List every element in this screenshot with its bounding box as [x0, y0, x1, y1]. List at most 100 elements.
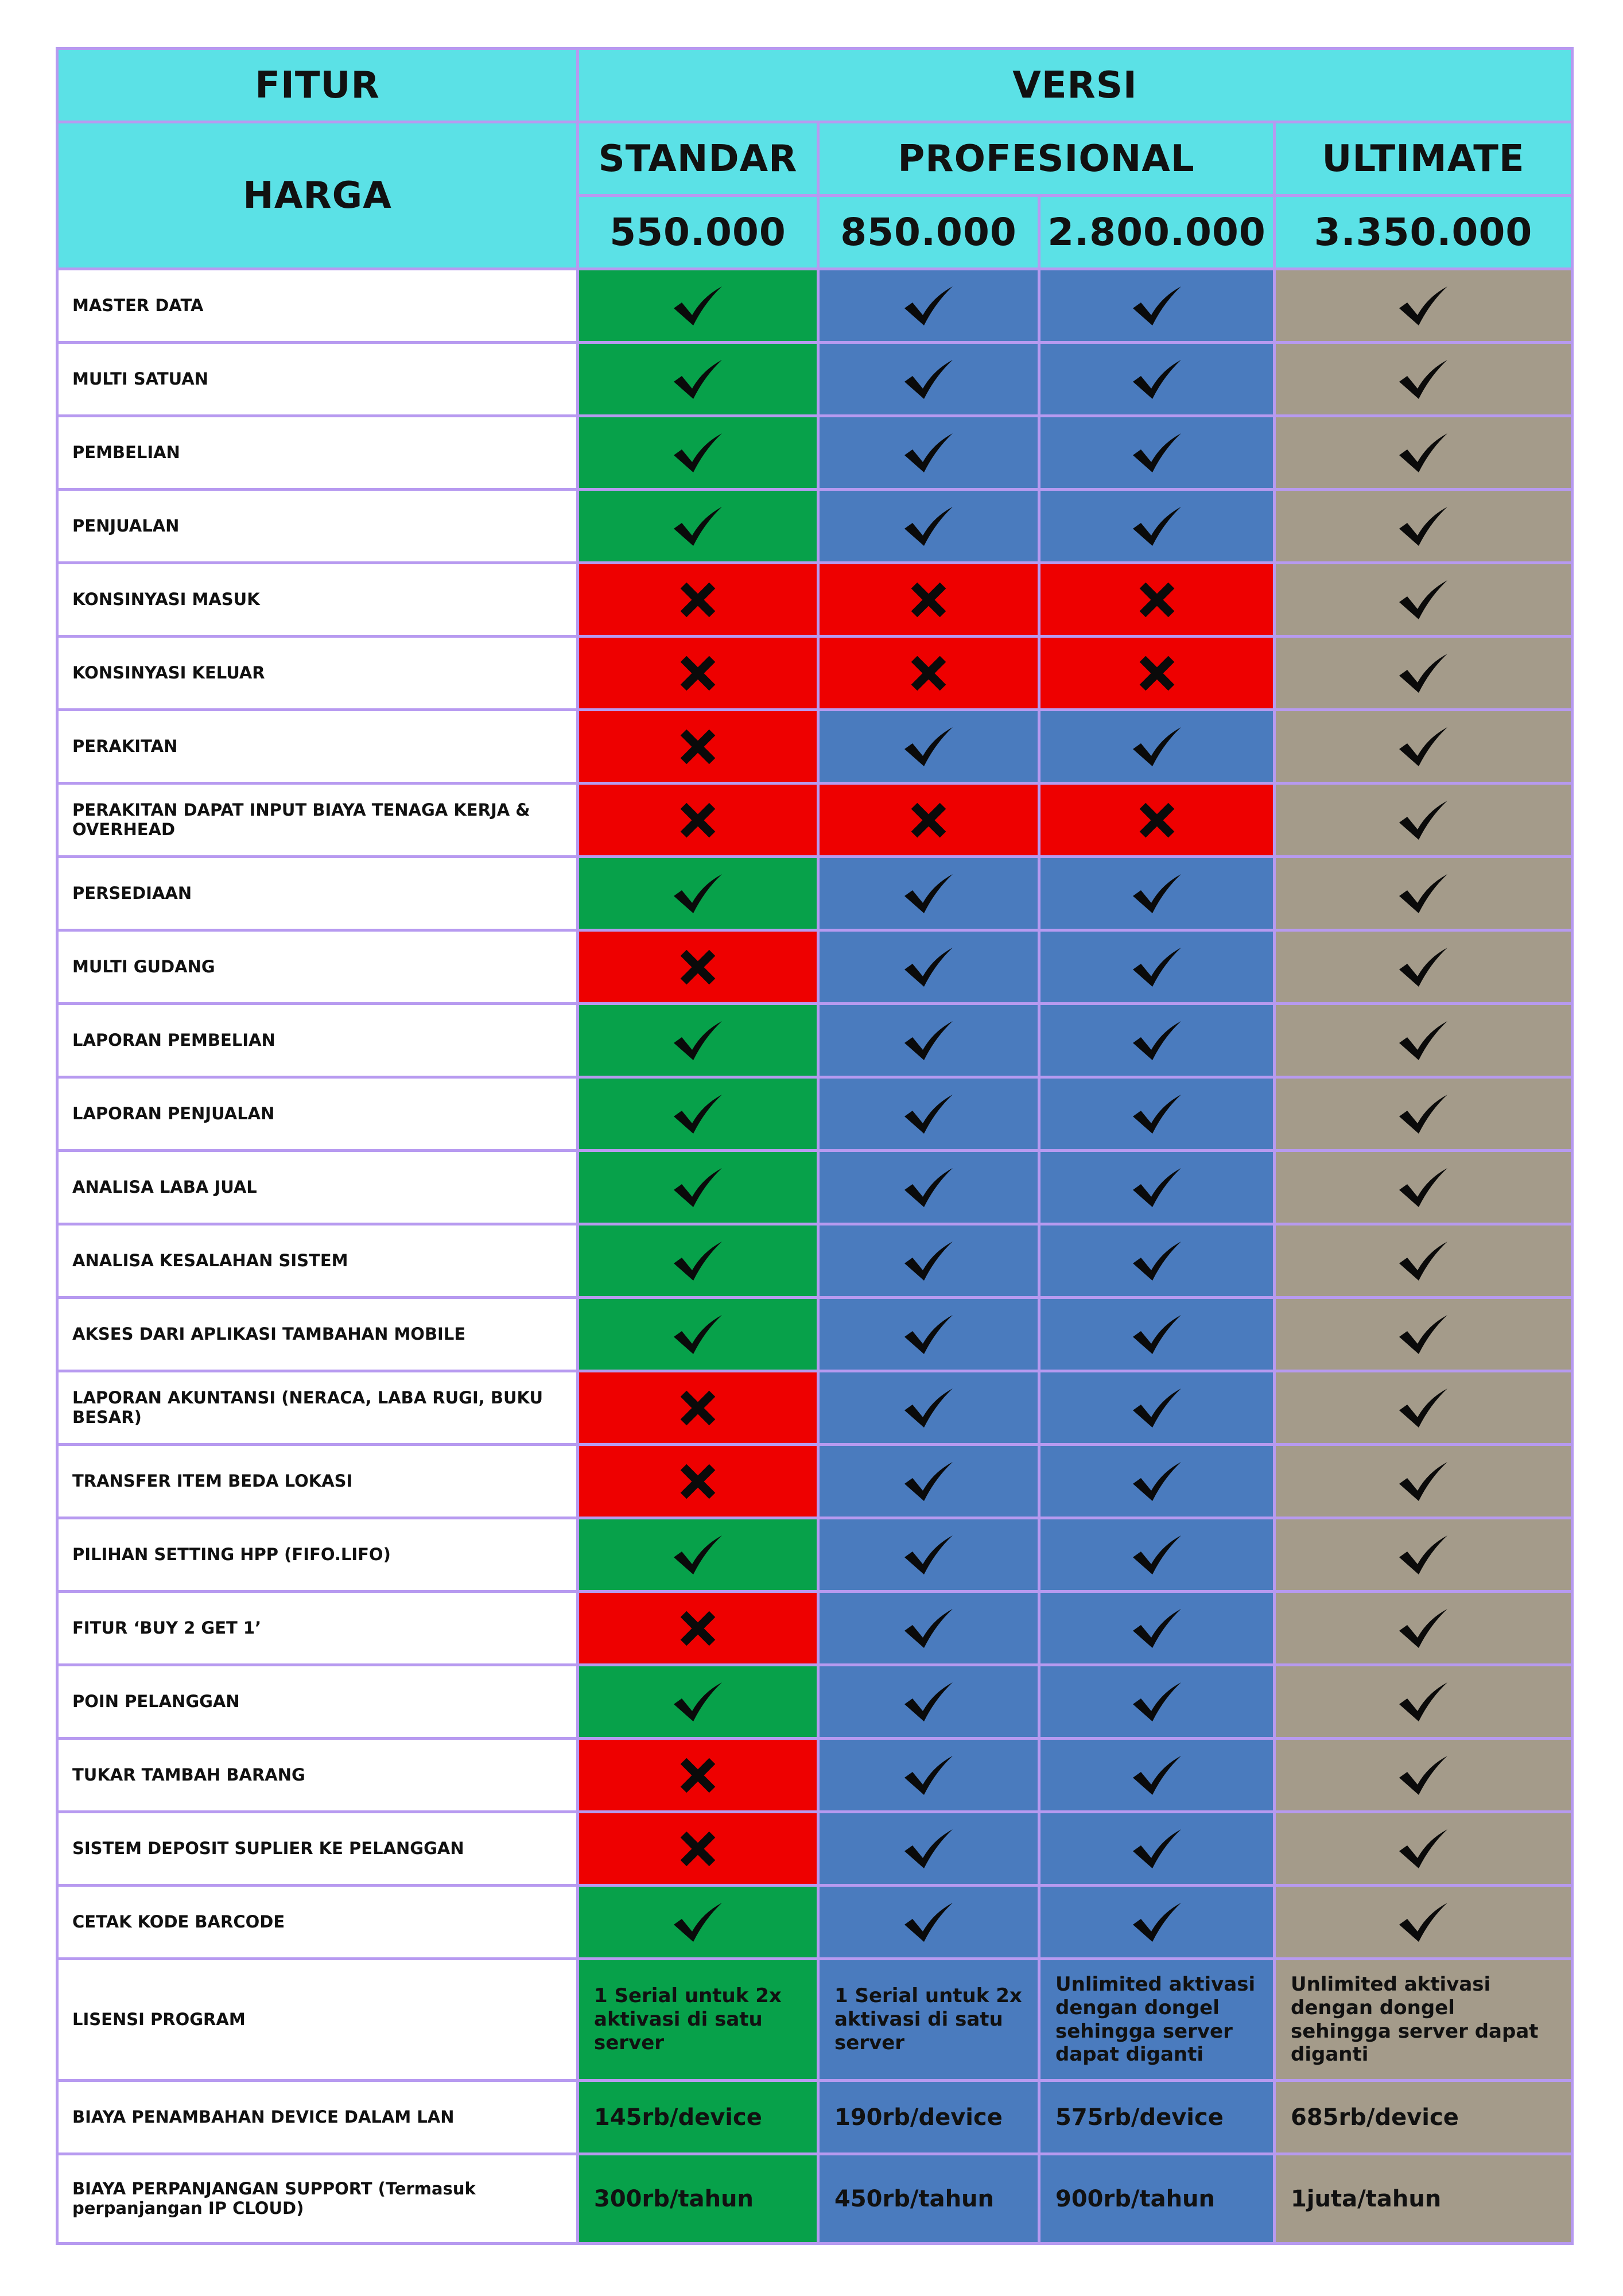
info-row: BIAYA PERPANJANGAN SUPPORT (Termasuk per… [56, 2152, 1574, 2245]
included-cell [817, 1810, 1040, 1887]
feature-name: PERAKITAN [56, 708, 579, 785]
feature-name: SISTEM DEPOSIT SUPLIER KE PELANGGAN [56, 1810, 579, 1887]
version-comparison-table: FITUR VERSI HARGA STANDAR PROFESIONAL UL… [56, 47, 1574, 2245]
included-cell [1273, 782, 1574, 858]
info-label: BIAYA PERPANJANGAN SUPPORT (Termasuk per… [56, 2152, 579, 2245]
comparison-sheet: FITUR VERSI HARGA STANDAR PROFESIONAL UL… [56, 47, 1574, 2245]
check-icon [820, 283, 1038, 329]
feature-row: PERSEDIAAN [56, 855, 1574, 932]
check-icon [1276, 797, 1571, 843]
check-icon [1276, 1018, 1571, 1064]
check-icon [1040, 871, 1273, 917]
cross-icon [579, 1388, 817, 1428]
included-cell [817, 488, 1040, 564]
cross-icon [579, 1755, 817, 1795]
included-cell [1273, 1884, 1574, 1960]
info-value: 450rb/tahun [817, 2152, 1040, 2245]
included-cell [1038, 414, 1276, 491]
check-icon [579, 356, 817, 402]
not-included-cell [576, 561, 820, 638]
info-row: BIAYA PENAMBAHAN DEVICE DALAM LAN 145rb/d… [56, 2079, 1574, 2155]
price-ultimate: 3.350.000 [1273, 194, 1574, 270]
feature-row: FITUR ‘BUY 2 GET 1’ [56, 1590, 1574, 1666]
included-cell [576, 1223, 820, 1299]
included-cell [817, 1737, 1040, 1813]
check-icon [579, 1899, 817, 1945]
feature-name: MASTER DATA [56, 267, 579, 344]
edition-ultimate: ULTIMATE [1273, 121, 1574, 197]
included-cell [1038, 1296, 1276, 1372]
feature-name: PERSEDIAAN [56, 855, 579, 932]
cross-icon [579, 580, 817, 620]
included-cell [1038, 1737, 1276, 1813]
feature-row: TUKAR TAMBAH BARANG [56, 1737, 1574, 1813]
included-cell [1273, 929, 1574, 1005]
included-cell [576, 1149, 820, 1225]
check-icon [1040, 944, 1273, 990]
cross-icon [820, 800, 1038, 840]
edition-standar: STANDAR [576, 121, 820, 197]
included-cell [1038, 1810, 1276, 1887]
check-icon [820, 1532, 1038, 1578]
not-included-cell [576, 635, 820, 711]
cross-icon [579, 800, 817, 840]
not-included-cell [817, 782, 1040, 858]
included-cell [1273, 414, 1574, 491]
feature-name: CETAK KODE BARCODE [56, 1884, 579, 1960]
check-icon [820, 1752, 1038, 1798]
feature-row: PILIHAN SETTING HPP (FIFO.LIFO) [56, 1517, 1574, 1593]
info-value: 300rb/tahun [576, 2152, 820, 2245]
feature-name: AKSES DARI APLIKASI TAMBAHAN MOBILE [56, 1296, 579, 1372]
check-icon [1276, 1459, 1571, 1504]
check-icon [1040, 283, 1273, 329]
included-cell [1038, 855, 1276, 932]
included-cell [817, 1223, 1040, 1299]
cross-icon [1040, 800, 1273, 840]
included-cell [1038, 1370, 1276, 1446]
check-icon [1040, 1752, 1273, 1798]
not-included-cell [817, 635, 1040, 711]
cross-icon [579, 1608, 817, 1649]
feature-row: POIN PELANGGAN [56, 1663, 1574, 1740]
check-icon [1276, 724, 1571, 770]
price-profesional-2: 2.800.000 [1038, 194, 1276, 270]
check-icon [1040, 1165, 1273, 1211]
check-icon [1040, 1899, 1273, 1945]
included-cell [1273, 267, 1574, 344]
included-cell [576, 267, 820, 344]
header-row-1: FITUR VERSI [56, 47, 1574, 123]
included-cell [1038, 1443, 1276, 1519]
check-icon [1276, 1679, 1571, 1725]
included-cell [1273, 1149, 1574, 1225]
included-cell [576, 1002, 820, 1079]
check-icon [579, 1165, 817, 1211]
included-cell [817, 1443, 1040, 1519]
included-cell [817, 1002, 1040, 1079]
included-cell [576, 1884, 820, 1960]
included-cell [1273, 1737, 1574, 1813]
included-cell [1038, 1663, 1276, 1740]
check-icon [820, 1091, 1038, 1137]
check-icon [1276, 1091, 1571, 1137]
included-cell [817, 414, 1040, 491]
header-versi: VERSI [576, 47, 1574, 123]
info-row: LISENSI PROGRAM 1 Serial untuk 2x aktivas… [56, 1957, 1574, 2082]
feature-row: ANALISA KESALAHAN SISTEM [56, 1223, 1574, 1299]
info-value: 575rb/device [1038, 2079, 1276, 2155]
price-row: 550.000 850.000 2.800.000 3.350.000 [57, 194, 1574, 270]
feature-row: AKSES DARI APLIKASI TAMBAHAN MOBILE [56, 1296, 1574, 1372]
included-cell [1038, 488, 1276, 564]
included-cell [817, 1663, 1040, 1740]
check-icon [1276, 1385, 1571, 1431]
feature-row: LAPORAN AKUNTANSI (NERACA, LABA RUGI, BU… [56, 1370, 1574, 1446]
feature-row: TRANSFER ITEM BEDA LOKASI [56, 1443, 1574, 1519]
check-icon [579, 283, 817, 329]
info-value: 145rb/device [576, 2079, 820, 2155]
check-icon [1276, 430, 1571, 476]
check-icon [1276, 577, 1571, 623]
check-icon [1040, 1385, 1273, 1431]
check-icon [1276, 650, 1571, 696]
included-cell [1038, 708, 1276, 785]
feature-name: ANALISA LABA JUAL [56, 1149, 579, 1225]
check-icon [579, 430, 817, 476]
